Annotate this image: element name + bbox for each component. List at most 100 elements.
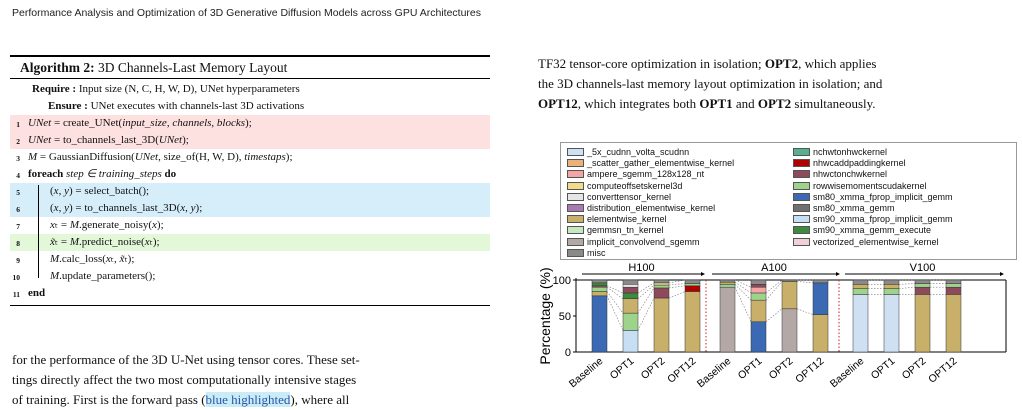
bar-connector bbox=[606, 295, 624, 331]
bar-segment bbox=[684, 285, 701, 292]
bar-segment bbox=[852, 284, 869, 289]
bar-segment bbox=[750, 292, 767, 301]
algorithm-line: 11 end bbox=[10, 285, 490, 302]
line-text: M.update_parameters(); bbox=[50, 270, 156, 282]
bar-segment bbox=[653, 282, 670, 286]
algorithm-line: 9 M.calc_loss(xₜ, x̃ₜ); bbox=[10, 251, 490, 268]
left-body-paragraph: for the performance of the 3D U-Net usin… bbox=[12, 350, 490, 410]
block-indent-bar bbox=[38, 200, 39, 217]
bar-segment bbox=[781, 281, 798, 310]
group-label: V100 bbox=[910, 262, 936, 274]
legend-label: converttensor_kernel bbox=[587, 191, 672, 202]
x-tick-label: OPT1 bbox=[869, 355, 898, 382]
legend-item: sm80_xmma_fprop_implicit_gemm bbox=[793, 192, 953, 202]
bar-segment bbox=[945, 283, 962, 288]
line-number: 8 bbox=[16, 239, 20, 248]
bar-segment bbox=[914, 294, 931, 353]
x-tick-label: Baseline bbox=[567, 355, 606, 390]
bar-connector bbox=[637, 297, 655, 331]
legend-item: sm90_xmma_fprop_implicit_gemm bbox=[793, 214, 953, 224]
legend-item: implicit_convolvend_sgemm bbox=[567, 237, 700, 247]
block-indent-bar bbox=[38, 251, 39, 268]
group-label: H100 bbox=[628, 262, 654, 274]
bar-segment bbox=[622, 292, 639, 299]
x-tick-label: Baseline bbox=[828, 355, 867, 390]
x-tick-label: OPT12 bbox=[926, 355, 959, 386]
algorithm-name: 3D Channels-Last Memory Layout bbox=[98, 60, 288, 75]
legend-label: sm80_xmma_fprop_implicit_gemm bbox=[813, 191, 953, 202]
legend-item: _scatter_gather_elementwise_kernel bbox=[567, 158, 734, 168]
bar-segment bbox=[591, 282, 608, 287]
algorithm-title: Algorithm 2: 3D Channels-Last Memory Lay… bbox=[10, 57, 490, 79]
legend-item: rowwisemomentscudakernel bbox=[793, 181, 927, 191]
bar-segment bbox=[750, 284, 767, 288]
legend-swatch bbox=[793, 181, 810, 190]
legend-swatch bbox=[567, 170, 584, 179]
bar-connector bbox=[796, 281, 814, 284]
bar-connector bbox=[734, 279, 752, 288]
line-text: foreach step ∈ training_steps do bbox=[28, 168, 177, 180]
legend-swatch bbox=[793, 204, 810, 212]
line-number: 3 bbox=[16, 154, 20, 163]
legend-swatch bbox=[793, 237, 810, 246]
bar-segment bbox=[719, 284, 736, 288]
bracket-arrow bbox=[701, 272, 705, 276]
legend-swatch bbox=[793, 148, 810, 156]
bar-segment bbox=[781, 308, 798, 353]
legend-swatch bbox=[567, 192, 584, 201]
bar-segment bbox=[750, 321, 767, 353]
line-number: 2 bbox=[16, 137, 20, 146]
left-para-line-2: tings directly affect the two most compu… bbox=[12, 372, 357, 387]
bar-segment bbox=[622, 298, 639, 314]
bar-connector bbox=[898, 283, 916, 285]
legend-item: nhwctonchwkernel bbox=[793, 169, 887, 179]
legend-label: nhwctonchwkernel bbox=[813, 169, 888, 180]
legend-item: computeoffsetskernel3d bbox=[567, 181, 682, 191]
y-tick-label: 50 bbox=[559, 311, 571, 323]
require-keyword: Require : bbox=[32, 83, 77, 95]
bar-segment bbox=[622, 330, 639, 353]
x-tick-label: OPT1 bbox=[608, 355, 637, 382]
ensure-keyword: Ensure : bbox=[48, 100, 88, 112]
bar-segment bbox=[914, 283, 931, 288]
bar-segment bbox=[852, 294, 869, 353]
bar-segment bbox=[852, 279, 869, 285]
block-indent-bar bbox=[38, 268, 39, 278]
legend-swatch bbox=[793, 215, 810, 224]
bar-segment bbox=[945, 294, 962, 353]
bar-segment bbox=[812, 279, 829, 284]
bar-connector bbox=[637, 282, 655, 294]
bar-connector bbox=[765, 281, 783, 301]
opt12-term: OPT12 bbox=[538, 96, 578, 111]
bar-segment bbox=[591, 286, 608, 292]
algorithm-line: 2 UNet = to_channels_last_3D(UNet); bbox=[10, 132, 490, 149]
bar-connector bbox=[606, 285, 624, 294]
legend-item: distribution_elementwise_kernel bbox=[567, 203, 715, 213]
line-number: 6 bbox=[16, 205, 20, 214]
algorithm-label: Algorithm 2: bbox=[20, 60, 95, 75]
bar-connector bbox=[734, 281, 752, 294]
right-para-l3-end: simultaneously. bbox=[791, 96, 876, 111]
x-tick-label: OPT1 bbox=[736, 355, 765, 382]
algorithm-line: 10 M.update_parameters(); bbox=[10, 268, 490, 285]
bar-segment bbox=[750, 299, 767, 323]
left-para-line-1: for the performance of the 3D U-Net usin… bbox=[12, 352, 360, 367]
x-tick-label: OPT12 bbox=[665, 355, 698, 386]
legend-item: converttensor_kernel bbox=[567, 192, 671, 202]
bar-segment bbox=[653, 287, 670, 299]
bar-segment bbox=[914, 286, 931, 295]
bar-connector bbox=[637, 287, 655, 314]
algorithm-line: 6 (x, y) = to_channels_last_3D(x, y); bbox=[10, 200, 490, 217]
opt2-term: OPT2 bbox=[764, 56, 799, 71]
bar-connector bbox=[796, 308, 814, 315]
legend-label: rowwisemomentscudakernel bbox=[813, 180, 927, 191]
legend-label: _5x_cudnn_volta_scudnn bbox=[587, 147, 690, 157]
legend-item: _5x_cudnn_volta_scudnn bbox=[567, 147, 689, 157]
line-text: end bbox=[28, 287, 46, 299]
right-para-l1-end: , which applies bbox=[798, 56, 877, 71]
legend-item: elementwise_kernel bbox=[567, 214, 667, 224]
left-para-line-3-start: of training. First is the forward pass ( bbox=[12, 392, 206, 407]
algorithm-top-rule bbox=[10, 55, 490, 57]
algorithm-line: 1 UNet = create_UNet(input_size, channels… bbox=[10, 115, 490, 132]
bar-segment bbox=[653, 284, 670, 289]
